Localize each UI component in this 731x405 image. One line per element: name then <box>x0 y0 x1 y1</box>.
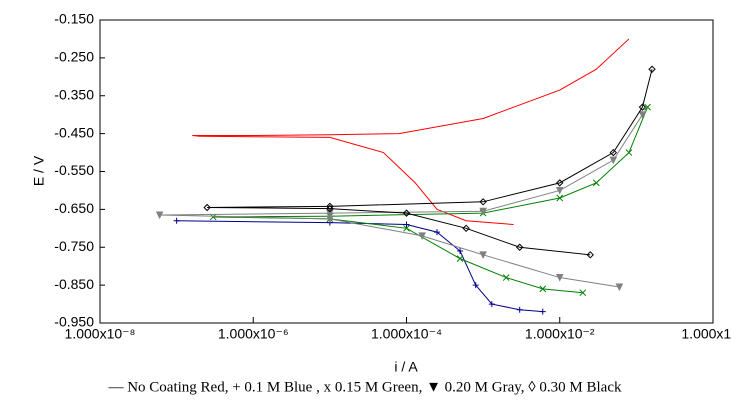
marker <box>472 282 479 289</box>
marker <box>326 209 334 218</box>
marker <box>555 274 564 282</box>
marker <box>556 194 564 202</box>
marker <box>456 255 464 262</box>
y-tick-label: -0.550 <box>54 162 94 178</box>
series-line <box>192 38 630 226</box>
y-tick-label: -0.850 <box>54 276 94 292</box>
y-tick-label: -0.450 <box>54 124 94 140</box>
marker <box>203 203 211 212</box>
legend: — No Coating Red, + 0.1 M Blue , x 0.15 … <box>107 379 622 395</box>
marker <box>625 149 633 156</box>
marker <box>326 202 334 211</box>
marker <box>539 285 547 293</box>
marker <box>502 274 510 281</box>
marker <box>402 209 411 217</box>
marker <box>556 179 564 187</box>
marker <box>579 289 587 297</box>
marker <box>638 103 647 111</box>
y-tick-label: -0.150 <box>54 11 94 27</box>
x-tick-label: 1.000x10⁻⁶ <box>218 326 289 342</box>
series-line <box>159 114 643 288</box>
marker <box>609 156 618 165</box>
y-tick-label: -0.750 <box>54 238 94 254</box>
marker <box>539 308 546 315</box>
x-tick-label: 1.000x10⁰ <box>681 326 731 342</box>
y-tick-label: -0.250 <box>54 49 94 65</box>
y-axis-label: E / V <box>31 155 47 186</box>
marker <box>479 207 487 216</box>
marker <box>609 148 618 157</box>
marker <box>615 283 624 292</box>
x-tick-label: 1.000x10⁻⁸ <box>65 326 136 342</box>
marker <box>555 186 564 195</box>
marker <box>403 224 410 232</box>
y-tick-label: -0.650 <box>54 200 94 216</box>
series-line <box>176 220 543 313</box>
marker <box>488 301 495 308</box>
marker <box>479 198 487 206</box>
marker <box>173 217 180 224</box>
marker <box>418 232 426 241</box>
marker <box>433 229 440 236</box>
marker <box>403 221 410 228</box>
series-line <box>207 69 653 256</box>
x-tick-label: 1.000x10⁻⁴ <box>371 326 442 342</box>
marker <box>515 243 524 251</box>
marker <box>479 251 487 259</box>
x-axis-label: i / A <box>394 359 418 375</box>
marker <box>155 211 164 220</box>
marker <box>462 224 470 233</box>
marker <box>457 248 464 255</box>
plot-frame <box>99 19 714 324</box>
marker <box>648 65 656 73</box>
marker <box>644 103 651 111</box>
marker <box>516 306 523 313</box>
y-tick-label: -0.350 <box>54 86 94 102</box>
x-tick-label: 1.000x10⁻² <box>525 326 595 342</box>
marker <box>638 111 647 119</box>
marker <box>586 251 594 259</box>
marker <box>592 179 600 187</box>
y-tick-label: -0.950 <box>54 314 94 330</box>
